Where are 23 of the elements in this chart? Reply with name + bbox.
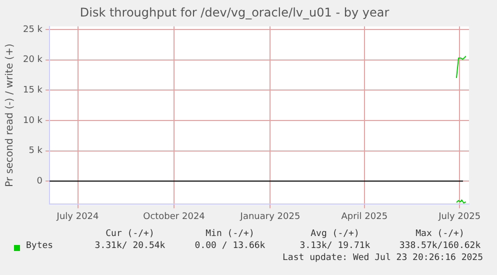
legend-label: Bytes xyxy=(26,241,54,251)
text: Min (-/+) xyxy=(206,229,254,239)
x-tick-label: July 2024 xyxy=(56,212,100,222)
chart-title: Disk throughput for /dev/vg_oracle/lv_u01 - by year xyxy=(80,5,390,20)
text: 338.57k/160.62k xyxy=(399,241,481,251)
y-axis-title: Pr second read (-) / write (+) xyxy=(4,44,16,187)
y-tick-label: 25 k xyxy=(22,24,44,35)
y-tick-label: 15 k xyxy=(22,85,44,96)
text: Last update: Wed Jul 23 20:26:16 2025 xyxy=(282,253,483,263)
text: Max (-/+) xyxy=(416,229,464,239)
x-tick-label: October 2024 xyxy=(143,212,206,222)
text: 3.31k/ 20.54k xyxy=(94,241,166,251)
text: 0.00 / 13.66k xyxy=(194,241,266,251)
y-tick-label: 0 xyxy=(36,176,43,186)
text: 3.13k/ 19.71k xyxy=(300,241,370,251)
x-tick-label: April 2025 xyxy=(341,212,388,222)
y-tick-label: 10 k xyxy=(22,116,44,126)
text: Cur (-/+) xyxy=(106,229,154,239)
text: Avg (-/+) xyxy=(310,229,360,239)
x-tick-label: July 2025 xyxy=(438,212,481,222)
x-tick-label: January 2025 xyxy=(239,212,300,222)
y-tick-label: 5 k xyxy=(28,146,44,156)
y-tick-label: 20 k xyxy=(22,55,44,66)
